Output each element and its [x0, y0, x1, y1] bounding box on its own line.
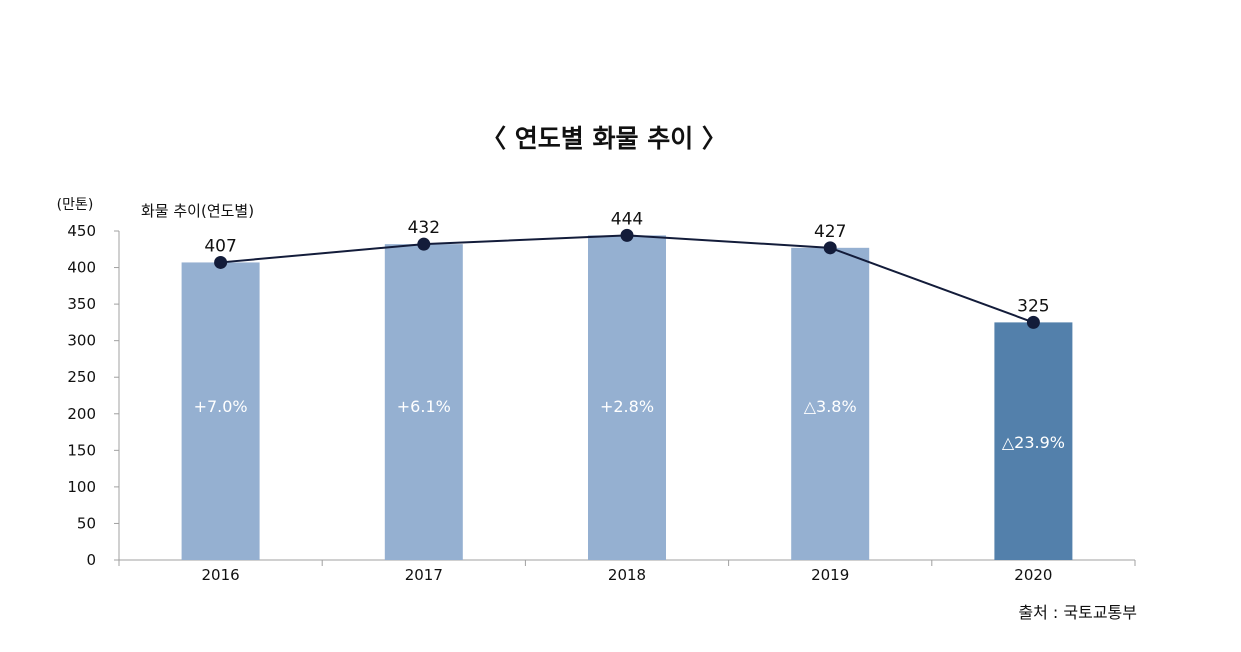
change-label: +7.0%	[194, 397, 248, 416]
y-tick-label: 350	[67, 295, 96, 313]
bar	[181, 262, 260, 560]
data-point	[620, 228, 634, 242]
data-point	[823, 241, 837, 255]
data-label: 325	[1017, 296, 1049, 316]
y-tick-label: 300	[67, 332, 96, 350]
y-axis-unit: (만톤)	[57, 197, 94, 213]
x-tick-label: 2018	[608, 566, 646, 584]
y-tick-label: 0	[86, 551, 96, 569]
y-tick-label: 250	[67, 368, 96, 386]
x-axis: 2016 2017 2018 2019 2020	[118, 559, 1136, 584]
source-note: 출처 : 국토교통부	[1018, 603, 1137, 622]
change-label: +6.1%	[397, 397, 451, 416]
data-label: 444	[611, 209, 643, 229]
series-label: 화물 추이(연도별)	[141, 202, 254, 220]
change-label: +2.8%	[600, 397, 654, 416]
change-label: △23.9%	[1002, 433, 1065, 452]
data-point	[1026, 315, 1040, 329]
value-labels: 407 432 444 427 325	[204, 209, 1049, 316]
trend-line	[214, 228, 1040, 329]
data-label: 427	[814, 222, 846, 242]
x-tick-label: 2020	[1014, 566, 1052, 584]
chart-title: 〈 연도별 화물 추이 〉	[481, 124, 727, 153]
y-axis: 0 50 100 150 200 250 300 350 400 450	[67, 222, 120, 569]
bars	[181, 235, 1073, 561]
bar	[791, 247, 870, 560]
change-labels: +7.0% +6.1% +2.8% △3.8% △23.9%	[194, 397, 1065, 452]
data-label: 432	[408, 218, 440, 238]
y-tick-label: 150	[67, 441, 96, 459]
data-point	[417, 237, 431, 251]
data-label: 407	[204, 236, 236, 256]
x-tick-label: 2019	[811, 566, 849, 584]
y-tick-label: 200	[67, 405, 96, 423]
bar	[994, 322, 1073, 560]
x-tick-label: 2016	[202, 566, 240, 584]
y-tick-label: 400	[67, 259, 96, 277]
data-point	[214, 255, 228, 269]
y-tick-label: 450	[67, 222, 96, 240]
y-tick-label: 50	[77, 514, 96, 532]
change-label: △3.8%	[804, 397, 857, 416]
x-tick-label: 2017	[405, 566, 443, 584]
y-tick-label: 100	[67, 478, 96, 496]
bar	[384, 244, 463, 560]
bar	[588, 235, 666, 561]
